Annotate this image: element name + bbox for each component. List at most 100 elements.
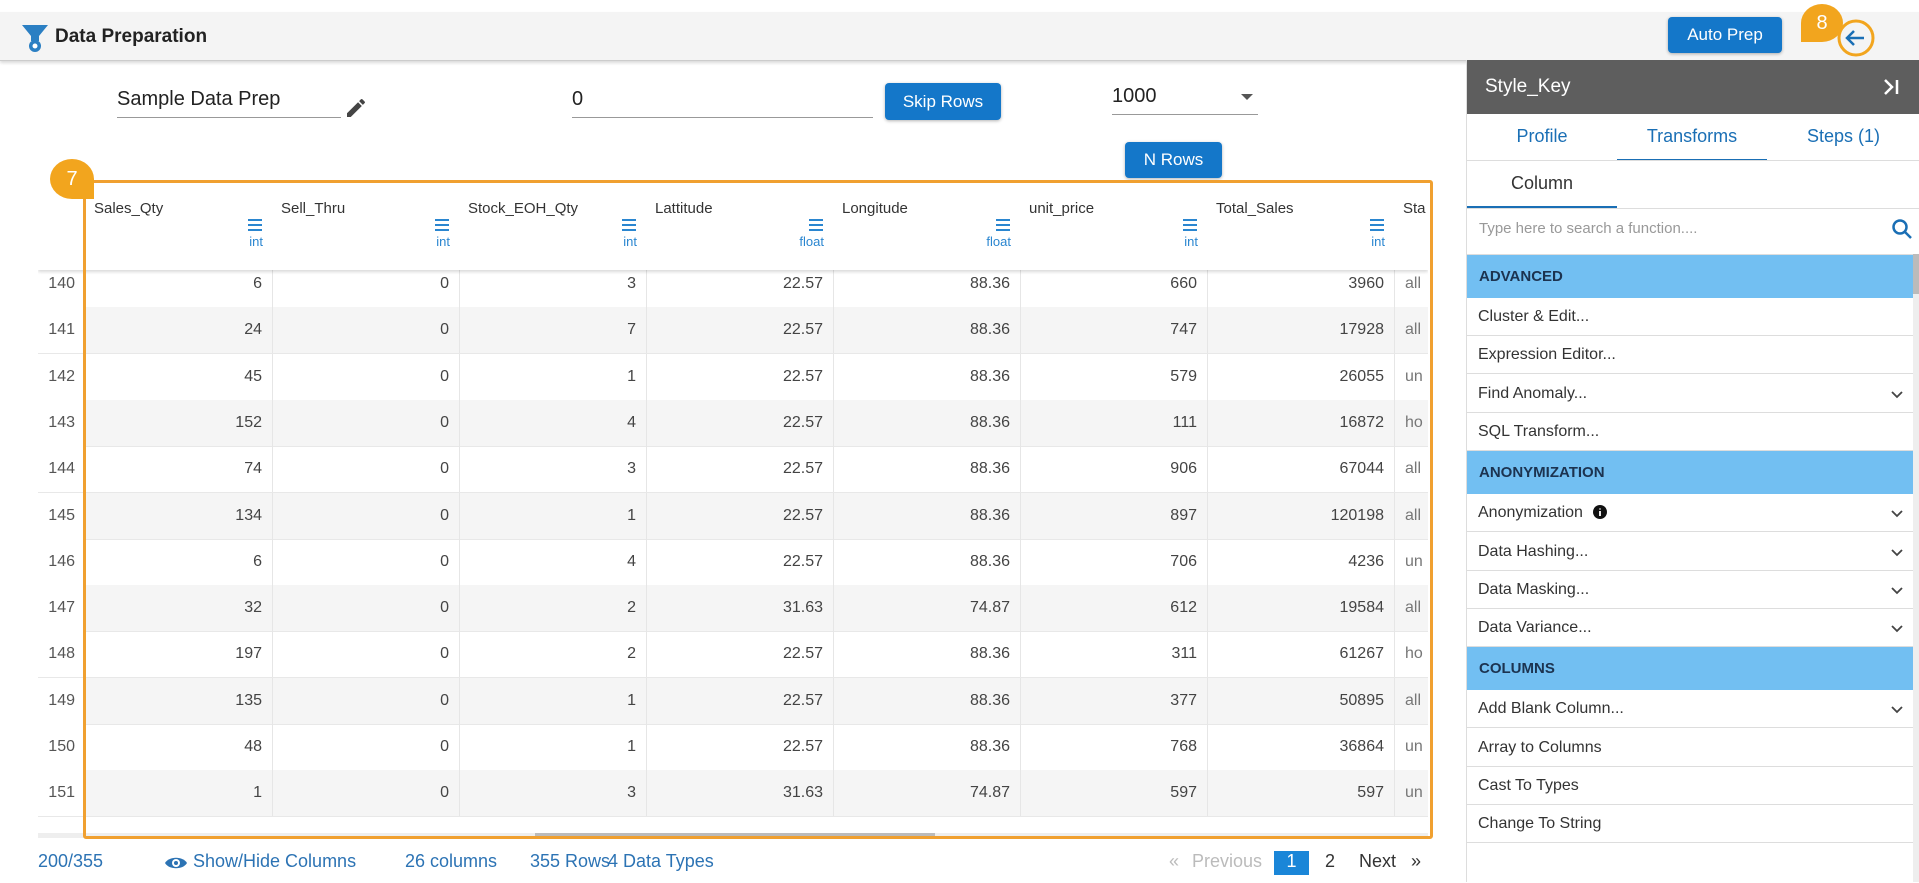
column-menu-icon[interactable] — [247, 218, 263, 232]
table-cell: 0 — [273, 677, 460, 724]
function-item[interactable]: Cast To Types — [1467, 767, 1913, 805]
table-cell: 88.36 — [834, 724, 1021, 770]
column-name: Lattitude — [655, 200, 713, 217]
column-header[interactable]: Sta — [1395, 180, 1428, 270]
step-badge: 8 — [1801, 4, 1843, 42]
column-menu-icon[interactable] — [1369, 218, 1385, 232]
show-hide-columns[interactable]: Show/Hide Columns — [193, 851, 357, 871]
tab[interactable]: Profile — [1516, 126, 1568, 146]
table-cell: 906 — [1021, 446, 1208, 493]
table-cell: 50895 — [1208, 677, 1395, 724]
table-cell: 134 — [86, 492, 273, 539]
search-input[interactable]: Type here to search a function.... — [1479, 220, 1698, 237]
table-cell: 377 — [1021, 677, 1208, 724]
table-cell: ho — [1395, 400, 1428, 446]
column-menu-icon[interactable] — [621, 218, 637, 232]
table-cell: 0 — [273, 399, 460, 446]
row-number: 143 — [38, 399, 86, 446]
function-item[interactable]: Data Hashing... — [1467, 533, 1913, 571]
function-item[interactable]: Anonymization — [1467, 494, 1913, 533]
app-title: Data Preparation — [55, 26, 208, 47]
section-header: ANONYMIZATION — [1467, 451, 1913, 495]
table-cell: 22.57 — [647, 724, 834, 770]
search-icon[interactable] — [1891, 218, 1913, 240]
function-item[interactable]: Array to Columns — [1467, 729, 1913, 767]
expand-chevron[interactable] — [1891, 390, 1903, 399]
function-item[interactable]: Cluster & Edit... — [1467, 298, 1913, 336]
page-button[interactable]: 2 — [1324, 851, 1335, 871]
skip-rows-button[interactable]: Skip Rows — [885, 83, 1001, 120]
expand-chevron[interactable] — [1891, 625, 1903, 633]
function-label: Change To String — [1478, 815, 1602, 833]
column-name: Sta — [1403, 200, 1426, 217]
column-header[interactable]: Sales_Qty int — [86, 180, 274, 270]
table-cell: 32 — [86, 585, 273, 632]
subtab[interactable]: Column — [1467, 161, 1617, 208]
section-header: COLUMNS — [1467, 647, 1913, 691]
function-label: Data Masking... — [1478, 580, 1590, 598]
data-table: 140 6 0 3 22.57 88.36 660 3960 all 141 24 0 7 22.57 88… — [38, 180, 1428, 836]
column-header[interactable]: Lattitude float — [647, 180, 835, 270]
function-item[interactable]: SQL Transform... — [1467, 413, 1913, 451]
table-cell: 22.57 — [647, 538, 834, 585]
table-cell: 4236 — [1208, 538, 1395, 585]
table-cell: 0 — [273, 631, 460, 678]
column-header[interactable]: Longitude float — [834, 180, 1022, 270]
table-cell: 16872 — [1208, 399, 1395, 446]
tab[interactable]: Transforms — [1617, 114, 1767, 161]
column-header[interactable]: Sell_Thru int — [273, 180, 461, 270]
table-cell: 0 — [273, 261, 460, 307]
page-button[interactable]: 1 — [1274, 851, 1309, 875]
function-label: Cluster & Edit... — [1478, 308, 1590, 325]
collapse-icon[interactable] — [1882, 78, 1902, 96]
function-item[interactable]: Add Blank Column... — [1467, 690, 1913, 729]
column-name: Stock_EOH_Qty — [468, 200, 579, 217]
column-menu-icon[interactable] — [1182, 218, 1198, 232]
table-row: 143 152 0 4 22.57 88.36 111 16872 ho — [38, 399, 1428, 447]
column-menu-icon[interactable] — [808, 218, 824, 232]
function-item[interactable]: Expression Editor... — [1467, 336, 1913, 375]
table-cell: 0 — [273, 724, 460, 770]
table-cell: 111 — [1021, 399, 1208, 446]
previous-page[interactable]: Previous — [1192, 851, 1263, 871]
table-cell: 88.36 — [834, 446, 1021, 493]
function-item[interactable]: Data Variance... — [1467, 609, 1913, 648]
column-menu-icon[interactable] — [995, 218, 1011, 232]
edit-icon[interactable] — [344, 96, 368, 120]
skip-input[interactable]: 0 — [572, 88, 873, 118]
row-count: 200/355 — [38, 851, 104, 871]
function-item[interactable]: Change To String — [1467, 805, 1913, 844]
next-page[interactable]: Next — [1359, 851, 1397, 871]
table-cell: 22.57 — [647, 399, 834, 446]
column-header[interactable]: unit_price int — [1021, 180, 1209, 270]
function-item[interactable]: Data Masking... — [1467, 571, 1913, 609]
column-header[interactable]: Total_Sales int — [1208, 180, 1396, 270]
table-cell: 31.63 — [647, 770, 834, 817]
table-cell: 61267 — [1208, 631, 1395, 678]
rows-select[interactable]: 1000 — [1112, 85, 1258, 115]
expand-chevron[interactable] — [1891, 510, 1903, 518]
auto-prep-button[interactable]: Auto Prep — [1668, 17, 1782, 53]
tab[interactable]: Steps (1) — [1806, 126, 1881, 146]
table-cell: 36864 — [1208, 724, 1395, 770]
expand-chevron[interactable] — [1891, 548, 1903, 557]
rows-count: 355 Rows — [530, 851, 611, 871]
expand-chevron[interactable] — [1891, 706, 1903, 714]
table-cell: un — [1395, 354, 1428, 400]
table-cell: 88.36 — [834, 261, 1021, 307]
table-cell: 88.36 — [834, 631, 1021, 678]
function-label: Cast To Types — [1478, 777, 1579, 794]
expand-chevron[interactable] — [1891, 587, 1903, 595]
column-type: int — [1184, 234, 1198, 249]
column-type: int — [623, 234, 637, 249]
prep-name[interactable]: Sample Data Prep — [117, 88, 341, 118]
table-cell: 22.57 — [647, 446, 834, 493]
n-rows-button[interactable]: N Rows — [1125, 142, 1222, 178]
column-menu-icon[interactable] — [434, 218, 450, 232]
table-cell: 88.36 — [834, 538, 1021, 585]
row-number: 142 — [38, 353, 86, 400]
back-button[interactable] — [1836, 18, 1876, 58]
function-item[interactable]: Find Anomaly... — [1467, 375, 1913, 413]
